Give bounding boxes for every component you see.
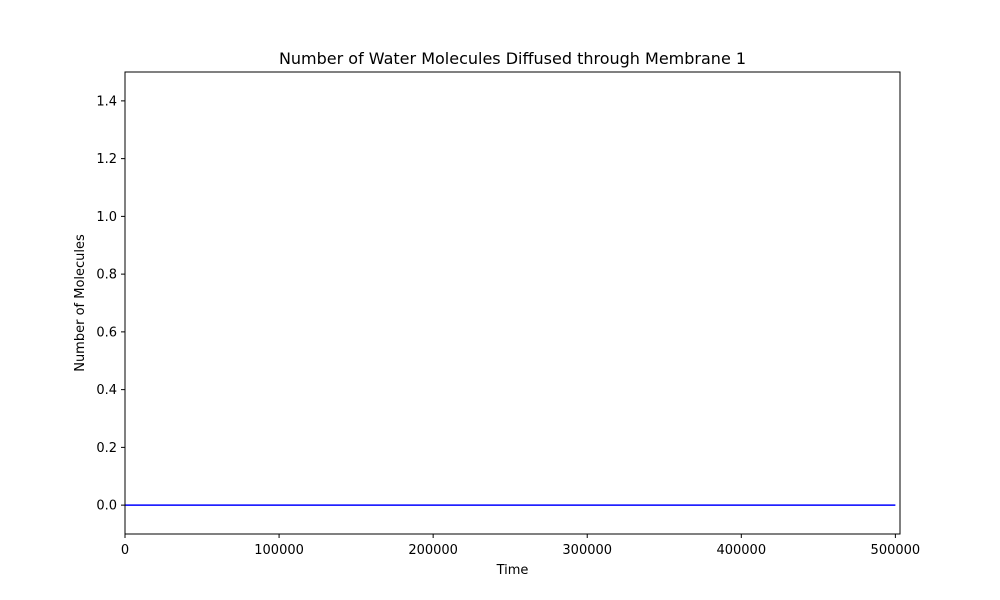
chart-title: Number of Water Molecules Diffused throu…	[279, 49, 746, 68]
y-axis: 0.0 0.2 0.4 0.6 0.8 1.0 1.2 1.4	[96, 94, 125, 514]
x-tick-label: 0	[121, 543, 129, 558]
x-axis-label: Time	[496, 563, 529, 578]
y-axis-label: Number of Molecules	[73, 234, 88, 372]
y-tick-label: 0.2	[96, 441, 117, 456]
y-tick-label: 0.8	[96, 268, 117, 283]
y-tick-label: 0.0	[96, 499, 117, 514]
x-tick-label: 400000	[716, 543, 766, 558]
x-axis: 0 100000 200000 300000 400000 500000	[121, 534, 920, 558]
y-tick-label: 0.6	[96, 325, 117, 340]
y-tick-label: 0.4	[96, 383, 117, 398]
y-tick-label: 1.2	[96, 152, 117, 167]
y-tick-label: 1.0	[96, 210, 117, 225]
x-tick-label: 300000	[562, 543, 612, 558]
x-tick-label: 100000	[254, 543, 304, 558]
y-tick-label: 1.4	[96, 94, 117, 109]
plot-frame	[124, 71, 901, 535]
x-tick-label: 500000	[871, 543, 921, 558]
x-tick-label: 200000	[408, 543, 458, 558]
